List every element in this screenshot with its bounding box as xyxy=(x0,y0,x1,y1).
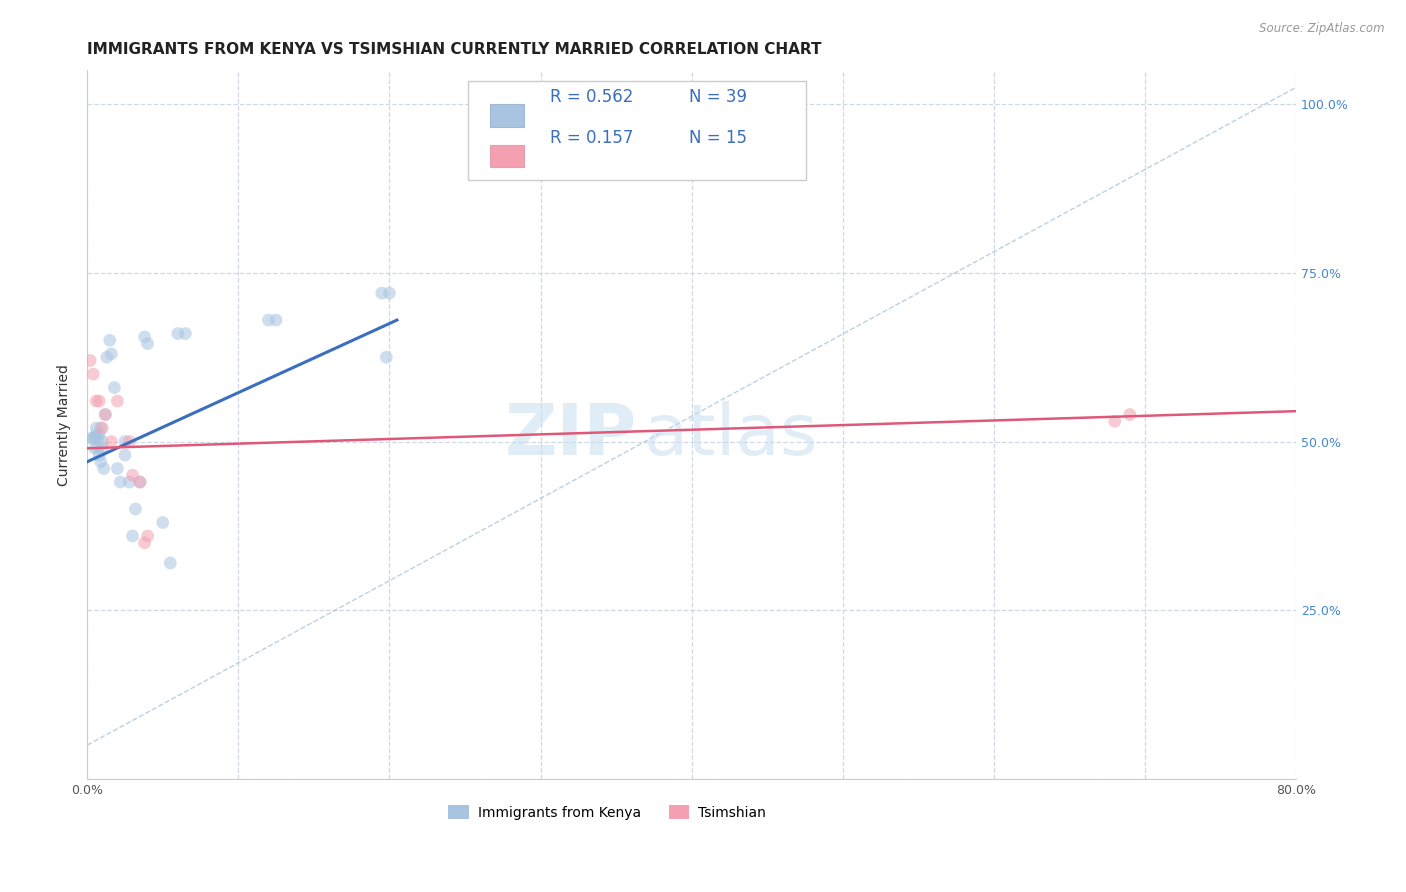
Text: IMMIGRANTS FROM KENYA VS TSIMSHIAN CURRENTLY MARRIED CORRELATION CHART: IMMIGRANTS FROM KENYA VS TSIMSHIAN CURRE… xyxy=(87,42,821,57)
FancyBboxPatch shape xyxy=(489,104,524,127)
Point xyxy=(375,350,398,364)
Point xyxy=(93,461,115,475)
Point xyxy=(94,408,117,422)
Point xyxy=(91,434,114,449)
Point xyxy=(90,455,112,469)
Point xyxy=(118,475,141,489)
Point xyxy=(159,556,181,570)
Point xyxy=(129,475,152,489)
Point xyxy=(110,475,132,489)
Point xyxy=(103,380,125,394)
Point xyxy=(83,442,105,456)
Text: R = 0.157: R = 0.157 xyxy=(550,128,634,146)
Point xyxy=(166,326,188,341)
Point xyxy=(83,431,105,445)
Point xyxy=(134,330,156,344)
Point xyxy=(264,313,287,327)
Text: N = 15: N = 15 xyxy=(689,128,747,146)
Text: ZIP: ZIP xyxy=(505,401,637,470)
Point xyxy=(89,427,111,442)
Point xyxy=(84,427,107,442)
FancyBboxPatch shape xyxy=(489,145,524,168)
FancyBboxPatch shape xyxy=(468,81,807,180)
Point xyxy=(98,334,121,348)
Point xyxy=(121,529,143,543)
Point xyxy=(136,529,159,543)
Point xyxy=(1104,414,1126,428)
Legend: Immigrants from Kenya, Tsimshian: Immigrants from Kenya, Tsimshian xyxy=(443,799,770,825)
Point xyxy=(84,394,107,409)
Point xyxy=(79,353,101,368)
Text: atlas: atlas xyxy=(644,401,818,470)
Point xyxy=(124,502,146,516)
Text: R = 0.562: R = 0.562 xyxy=(550,88,634,106)
Point xyxy=(87,431,110,445)
Point xyxy=(257,313,280,327)
Y-axis label: Currently Married: Currently Married xyxy=(58,364,72,485)
Point xyxy=(91,442,114,456)
Text: Source: ZipAtlas.com: Source: ZipAtlas.com xyxy=(1260,22,1385,36)
Point xyxy=(136,336,159,351)
Point xyxy=(1119,408,1142,422)
Point xyxy=(89,448,111,462)
Point xyxy=(114,448,136,462)
Point xyxy=(96,350,118,364)
Point xyxy=(105,394,128,409)
Point xyxy=(152,516,174,530)
Point xyxy=(134,535,156,549)
Point xyxy=(87,442,110,456)
Point xyxy=(82,431,104,445)
Point xyxy=(90,421,112,435)
Point xyxy=(100,434,122,449)
Point xyxy=(100,347,122,361)
Point xyxy=(105,461,128,475)
Point xyxy=(89,394,111,409)
Point xyxy=(121,468,143,483)
Point xyxy=(84,421,107,435)
Point xyxy=(174,326,197,341)
Point xyxy=(118,434,141,449)
Point xyxy=(94,408,117,422)
Point xyxy=(129,475,152,489)
Text: N = 39: N = 39 xyxy=(689,88,747,106)
Point xyxy=(378,286,401,301)
Point xyxy=(82,367,104,381)
Point xyxy=(371,286,394,301)
Point xyxy=(91,421,114,435)
Point xyxy=(80,431,103,445)
Point xyxy=(114,434,136,449)
